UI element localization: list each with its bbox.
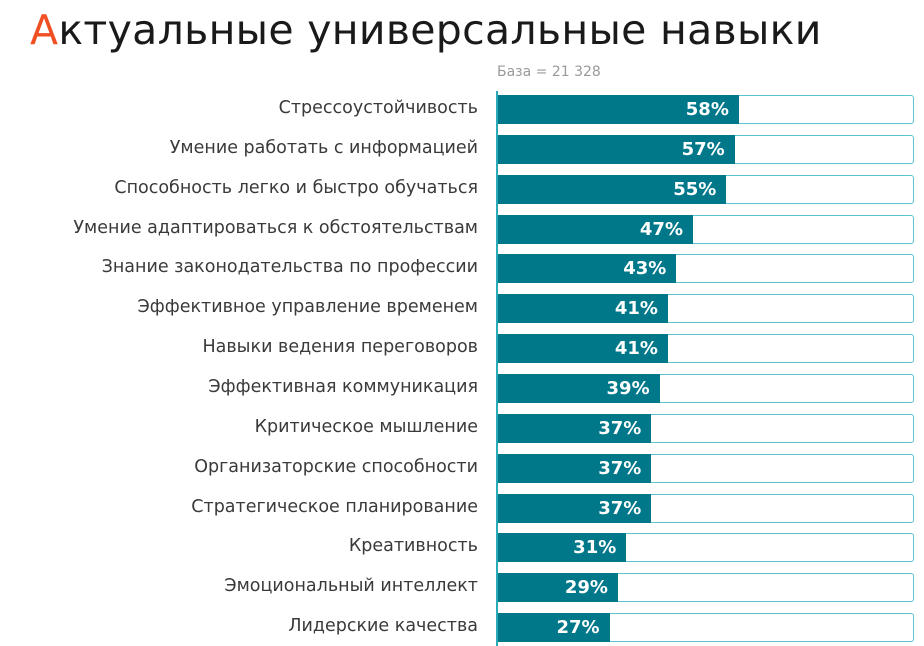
bar-row: Способность легко и быстро обучаться 55% xyxy=(0,174,924,204)
bar-row: Умение работать с информацией 57% xyxy=(0,134,924,164)
bar xyxy=(497,533,627,563)
data-label: 37% xyxy=(598,417,642,439)
bar-row: Навыки ведения переговоров 41% xyxy=(0,334,924,364)
data-label: 43% xyxy=(623,258,667,280)
bar xyxy=(497,493,652,523)
bar xyxy=(497,214,693,244)
category-label: Стратегическое планирование xyxy=(191,496,478,517)
bar xyxy=(497,413,652,443)
bar-row: Эмоциональный интеллект 29% xyxy=(0,573,924,603)
category-label: Навыки ведения переговоров xyxy=(202,337,478,358)
data-label: 55% xyxy=(673,178,717,200)
bar xyxy=(497,134,735,164)
data-label: 57% xyxy=(681,138,725,160)
bar xyxy=(497,294,668,324)
chart-title: Актуальные универсальные навыки xyxy=(30,6,822,54)
bar-row: Критическое мышление 37% xyxy=(0,413,924,443)
data-label: 41% xyxy=(614,298,658,320)
category-label: Умение работать с информацией xyxy=(169,137,478,158)
category-label: Способность легко и быстро обучаться xyxy=(114,177,478,198)
bar xyxy=(497,95,739,124)
bar-row: Организаторские способности 37% xyxy=(0,453,924,483)
chart-subtitle: База = 21 328 xyxy=(497,64,601,80)
bar xyxy=(497,254,677,284)
data-label: 58% xyxy=(685,99,729,120)
data-label: 39% xyxy=(606,377,650,399)
bar-row: Стрессоустойчивость 58% xyxy=(0,95,924,124)
data-label: 47% xyxy=(639,218,683,240)
bar xyxy=(497,373,660,403)
category-label: Критическое мышление xyxy=(254,416,478,437)
bar xyxy=(497,573,618,603)
data-label: 37% xyxy=(598,457,642,479)
data-label: 27% xyxy=(556,617,600,639)
category-label: Эффективное управление временем xyxy=(137,297,478,318)
bar-row: Креативность 31% xyxy=(0,533,924,563)
bar xyxy=(497,613,610,643)
bar xyxy=(497,453,652,483)
data-label: 41% xyxy=(614,338,658,360)
category-label: Эффективная коммуникация xyxy=(208,376,478,397)
bar-row: Эффективное управление временем 41% xyxy=(0,294,924,324)
data-label: 37% xyxy=(598,497,642,519)
bar xyxy=(497,334,668,364)
category-label: Знание законодательства по профессии xyxy=(101,257,478,278)
title-rest: ктуальные универсальные навыки xyxy=(58,6,822,54)
category-label: Креативность xyxy=(348,536,478,557)
data-label: 29% xyxy=(564,577,608,599)
data-label: 31% xyxy=(573,537,617,559)
category-label: Лидерские качества xyxy=(288,616,478,637)
bar-row: Стратегическое планирование 37% xyxy=(0,493,924,523)
bar-row: Эффективная коммуникация 39% xyxy=(0,373,924,403)
category-label: Стрессоустойчивость xyxy=(278,98,478,118)
bar xyxy=(497,174,727,204)
category-label: Умение адаптироваться к обстоятельствам xyxy=(73,217,478,238)
bar-row: Знание законодательства по профессии 43% xyxy=(0,254,924,284)
axis-line xyxy=(496,91,498,646)
bar-row: Умение адаптироваться к обстоятельствам 4… xyxy=(0,214,924,244)
category-label: Организаторские способности xyxy=(194,456,478,477)
bar-row: Лидерские качества 27% xyxy=(0,613,924,643)
title-first-letter: А xyxy=(30,6,59,54)
category-label: Эмоциональный интеллект xyxy=(224,576,478,597)
